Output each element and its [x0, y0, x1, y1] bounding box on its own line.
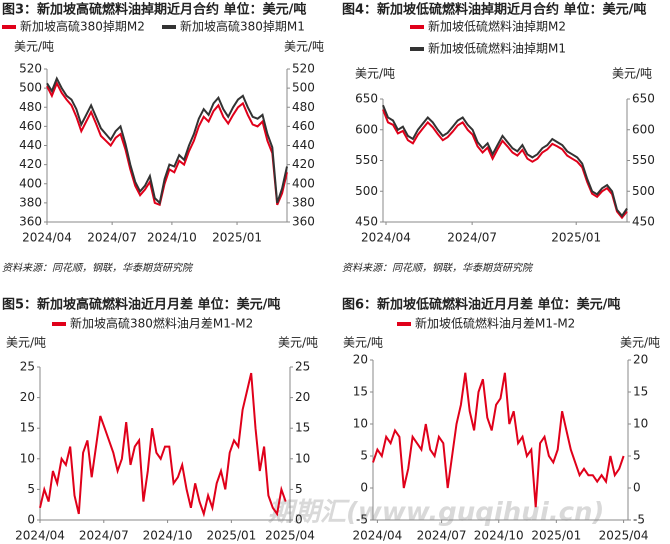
series-line	[39, 372, 287, 518]
y-tick-label: 400	[19, 176, 42, 190]
x-tick-label: 2025/01	[212, 231, 262, 245]
y2-tick-label: 400	[292, 176, 315, 190]
y-tick-label: 500	[355, 184, 378, 198]
y-axis-label: 美元/吨	[355, 67, 395, 81]
x-tick-label: 2025/04	[599, 529, 649, 543]
y2-tick-label: 5	[633, 449, 641, 463]
y2-tick-label: 460	[292, 119, 315, 133]
y-tick-label: 600	[355, 122, 378, 136]
y2-tick-label: 0	[295, 513, 303, 527]
y-tick-label: 450	[355, 215, 378, 229]
y2-tick-label: 550	[632, 153, 655, 167]
y-tick-label: 420	[19, 157, 42, 171]
series-line	[382, 104, 628, 218]
y2-axis-label: 美元/吨	[278, 336, 318, 350]
y-axis-label: 美元/吨	[6, 336, 46, 350]
y2-tick-label: 500	[292, 81, 315, 95]
chart-title: 图3：新加坡高硫燃料油掉期近月合约 单位：美元/吨	[2, 2, 306, 18]
y-tick-label: 0	[360, 481, 368, 495]
y-tick-label: 15	[353, 385, 368, 399]
x-tick-label: 2025/01	[206, 529, 256, 543]
legend-label: 新加坡高硫380掉期M2	[20, 19, 145, 34]
y2-tick-label: -5	[633, 513, 645, 527]
chart-title: 图6：新加坡低硫燃料油近月月差 单位：美元/吨	[342, 297, 620, 313]
y-tick-label: 5	[360, 449, 368, 463]
watermark: 期期汇(www.guqihui.cn)	[267, 498, 604, 528]
x-tick-label: 2024/10	[143, 529, 193, 543]
series-line	[46, 80, 288, 207]
x-tick-label: 2025/04	[265, 529, 315, 543]
y2-tick-label: 25	[295, 360, 310, 374]
y2-axis-label: 美元/吨	[620, 336, 660, 350]
y-tick-label: 520	[19, 62, 42, 76]
x-tick-label: 2025/01	[531, 529, 581, 543]
y-tick-label: 15	[20, 421, 35, 435]
y2-axis-label: 美元/吨	[612, 67, 652, 81]
y2-tick-label: 15	[295, 421, 310, 435]
y-tick-label: 650	[355, 92, 378, 106]
y-axis-label: 美元/吨	[343, 336, 383, 350]
y-tick-label: 500	[19, 81, 42, 95]
y2-tick-label: 440	[292, 138, 315, 152]
x-tick-label: 2024/10	[474, 529, 524, 543]
y-tick-label: 10	[353, 417, 368, 431]
y2-tick-label: 480	[292, 100, 315, 114]
y2-tick-label: 0	[633, 481, 641, 495]
y-tick-label: 20	[353, 353, 368, 367]
x-tick-label: 2024/07	[447, 231, 497, 245]
legend-label: 新加坡高硫380燃料油月差M1-M2	[70, 316, 253, 331]
x-tick-label: 2024/10	[147, 231, 197, 245]
y2-axis-label: 美元/吨	[284, 40, 324, 54]
y-tick-label: 5	[27, 482, 35, 496]
chart-title: 图5：新加坡高硫燃料油近月月差 单位：美元/吨	[2, 297, 280, 313]
y2-tick-label: 420	[292, 157, 315, 171]
y2-tick-label: 15	[633, 385, 648, 399]
y2-tick-label: 10	[295, 451, 310, 465]
y-tick-label: 360	[19, 215, 42, 229]
x-tick-label: 2024/04	[352, 529, 402, 543]
series-line	[46, 76, 288, 205]
y-tick-label: -5	[356, 513, 368, 527]
y-tick-label: 460	[19, 119, 42, 133]
chart-title: 图4：新加坡低硫燃料油掉期近月合约 单位：美元/吨	[342, 2, 646, 18]
legend-label: 新加坡高硫380掉期M1	[180, 19, 305, 34]
x-tick-label: 2024/07	[79, 529, 129, 543]
y2-tick-label: 650	[632, 92, 655, 106]
series-line	[372, 372, 625, 508]
series-line	[382, 109, 628, 220]
y-tick-label: 440	[19, 138, 42, 152]
y2-tick-label: 20	[295, 390, 310, 404]
y-tick-label: 550	[355, 153, 378, 167]
y2-tick-label: 450	[632, 215, 655, 229]
y2-tick-label: 360	[292, 215, 315, 229]
x-tick-label: 2024/04	[361, 231, 411, 245]
y-tick-label: 380	[19, 195, 42, 209]
x-tick-label: 2024/04	[15, 529, 65, 543]
legend-label: 新加坡低硫燃料油掉期M2	[428, 19, 566, 34]
source-note: 资料来源：同花顺，钢联，华泰期货研究院	[2, 262, 194, 274]
y2-tick-label: 10	[633, 417, 648, 431]
legend-label: 新加坡低硫燃料油掉期M1	[428, 41, 566, 56]
legend-label: 新加坡低硫燃料油月差M1-M2	[415, 316, 575, 331]
y2-tick-label: 600	[632, 122, 655, 136]
y-tick-label: 480	[19, 100, 42, 114]
y-axis-label: 美元/吨	[14, 40, 54, 54]
y-tick-label: 0	[27, 513, 35, 527]
y-tick-label: 20	[20, 390, 35, 404]
x-tick-label: 2024/04	[22, 231, 72, 245]
x-tick-label: 2024/07	[87, 231, 137, 245]
x-tick-label: 2025/01	[551, 231, 601, 245]
source-note: 资料来源：同花顺，钢联，华泰期货研究院	[342, 262, 534, 274]
y2-tick-label: 500	[632, 184, 655, 198]
y2-tick-label: 380	[292, 195, 315, 209]
y2-tick-label: 520	[292, 62, 315, 76]
y2-tick-label: 5	[295, 482, 303, 496]
x-tick-label: 2024/07	[417, 529, 467, 543]
y-tick-label: 25	[20, 360, 35, 374]
y2-tick-label: 20	[633, 353, 648, 367]
y-tick-label: 10	[20, 451, 35, 465]
